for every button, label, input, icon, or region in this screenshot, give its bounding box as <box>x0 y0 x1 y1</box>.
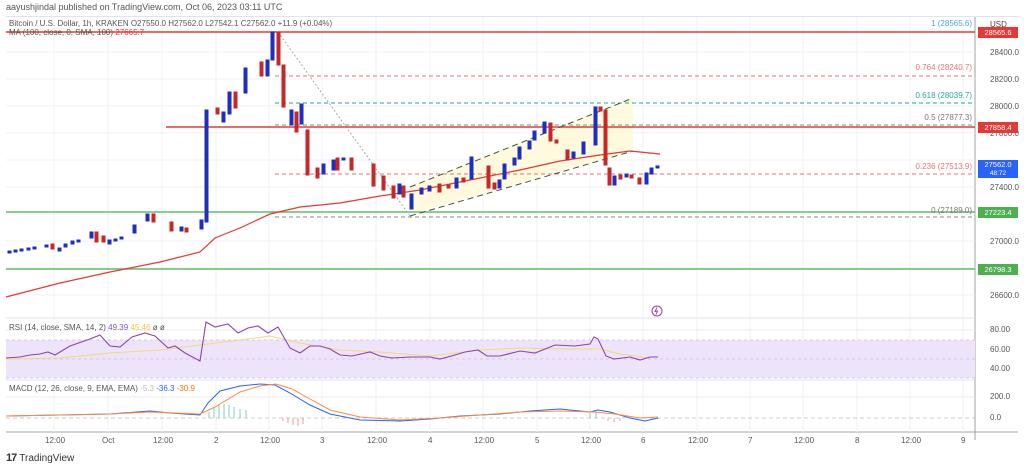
time-tick: 12:00 <box>901 436 922 445</box>
price-tag-resistance-high: 28565.6 <box>978 27 1018 38</box>
rsi-tick: 80.00 <box>990 325 1011 334</box>
tradingview-brand[interactable]: 17 TradingView <box>6 452 75 464</box>
time-tick: 3 <box>320 436 325 445</box>
time-tick: 4 <box>428 436 433 445</box>
rsi-tick: 40.00 <box>990 364 1011 373</box>
time-tick: 6 <box>641 436 646 445</box>
price-tick: 27400.0 <box>990 183 1019 192</box>
macd-tick: 200.0 <box>990 392 1011 401</box>
time-tick: 7 <box>748 436 753 445</box>
macd-legend[interactable]: MACD (12, 26, close, 9, EMA, EMA) -5.3 -… <box>9 384 195 393</box>
price-tick: 27000.0 <box>990 237 1019 246</box>
fib-label-1: 1 (28565.6) <box>931 19 972 28</box>
price-tick: 28200.0 <box>990 75 1019 84</box>
time-tick: 2 <box>214 436 219 445</box>
time-tick: 12:00 <box>688 436 709 445</box>
rsi-tick: 60.00 <box>990 345 1011 354</box>
tradingview-logo-icon: 17 <box>6 452 17 464</box>
time-tick: 12:00 <box>45 436 66 445</box>
time-tick: 12:00 <box>474 436 495 445</box>
price-tick: 28400.0 <box>990 48 1019 57</box>
ma-legend[interactable]: MA (100, close, 0, SMA, 100) 27665.7 <box>9 28 145 37</box>
price-tag-resistance: 27858.4 <box>978 122 1018 133</box>
price-tick: 26600.0 <box>990 291 1019 300</box>
currency-label[interactable]: USD <box>990 20 1007 29</box>
time-tick: 12:00 <box>260 436 281 445</box>
fib-label-0: 0 (27189.0) <box>931 206 972 215</box>
time-tick: Oct <box>102 436 115 445</box>
fib-label-0618: 0.618 (28039.7) <box>915 91 973 100</box>
time-tick: 8 <box>855 436 860 445</box>
macd-tick: 0.0 <box>990 413 1002 422</box>
time-tick: 5 <box>535 436 540 445</box>
time-tick: 12:00 <box>794 436 815 445</box>
time-tick: 12:00 <box>367 436 388 445</box>
time-tick: 12:00 <box>153 436 174 445</box>
price-tag-support: 27223.4 <box>978 207 1018 218</box>
fib-label-0236: 0.236 (27513.9) <box>915 162 973 171</box>
fib-label-0764: 0.764 (28240.7) <box>915 63 973 72</box>
rsi-legend[interactable]: RSI (14, close, SMA, 14, 2) 49.39 45.46 … <box>9 323 165 332</box>
chart-frame <box>6 16 1018 447</box>
symbol-legend[interactable]: Bitcoin / U.S. Dollar, 1h, KRAKEN O27550… <box>9 19 333 28</box>
price-tag-last: 27562.0 48:72 <box>978 160 1018 178</box>
price-tag-support-low: 26798.3 <box>978 264 1018 275</box>
publisher-caption: aayushjindal published on TradingView.co… <box>6 2 283 12</box>
time-tick: 9 <box>961 436 966 445</box>
time-tick: 12:00 <box>581 436 602 445</box>
price-tick: 28000.0 <box>990 102 1019 111</box>
fib-label-05: 0.5 (27877.3) <box>924 113 972 122</box>
price-tick: 27800.0 <box>990 129 1019 138</box>
